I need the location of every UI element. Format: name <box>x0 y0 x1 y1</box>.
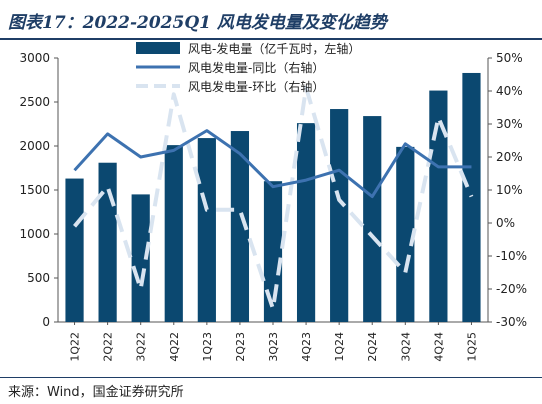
x-tick-label: 1Q25 <box>465 332 478 362</box>
bar <box>296 123 316 323</box>
x-tick-label: 4Q24 <box>432 332 445 362</box>
legend-label: 风电发电量-同比（右轴） <box>188 60 324 75</box>
x-tick-label: 2Q24 <box>366 332 379 362</box>
y-right-tick-label: 40% <box>496 84 523 98</box>
y-right-tick-label: -20% <box>496 282 527 296</box>
x-tick-label: 1Q22 <box>69 332 82 362</box>
y-left-tick-label: 2500 <box>19 95 50 109</box>
x-tick-label: 2Q23 <box>234 332 247 362</box>
legend-label: 风电发电量-环比（右轴） <box>188 79 324 94</box>
bar <box>330 109 349 322</box>
x-tick-label: 2Q22 <box>102 332 115 362</box>
y-left-tick-label: 0 <box>42 315 50 329</box>
legend-swatch-bar <box>136 42 180 54</box>
bar <box>65 178 84 322</box>
x-tick-label: 1Q23 <box>201 332 214 362</box>
source-note: 来源：Wind，国金证券研究所 <box>8 385 184 400</box>
bar <box>396 146 415 322</box>
y-left-tick-label: 2000 <box>19 139 50 153</box>
bar <box>131 194 150 322</box>
y-left-tick-label: 3000 <box>19 51 50 65</box>
bar <box>462 72 481 323</box>
y-right-tick-label: 50% <box>496 51 523 65</box>
bar <box>164 145 183 322</box>
x-tick-label: 3Q23 <box>267 332 280 362</box>
bar <box>98 162 117 322</box>
source-divider <box>0 377 542 378</box>
bar <box>230 131 250 322</box>
y-right-tick-label: -10% <box>496 249 527 263</box>
bar <box>363 116 382 322</box>
y-left-tick-label: 1000 <box>19 227 50 241</box>
y-left-tick-label: 500 <box>27 271 50 285</box>
y-right-tick-label: 10% <box>496 183 523 197</box>
legend-label: 风电-发电量（亿千瓦时，左轴） <box>188 41 360 56</box>
x-tick-label: 3Q22 <box>135 332 148 362</box>
bar <box>197 138 216 322</box>
y-right-tick-label: 20% <box>496 150 523 164</box>
y-left-tick-label: 1500 <box>19 183 50 197</box>
x-tick-label: 1Q24 <box>333 332 346 362</box>
yoy-line <box>73 129 472 199</box>
title-bar: 图表17：2022-2025Q1 风电发电量及变化趋势 <box>0 0 542 40</box>
y-right-tick-label: 0% <box>496 216 515 230</box>
x-tick-label: 4Q22 <box>168 332 181 362</box>
chart: 0 500 1000 1500 2000 2500 3000 -30% -20% -10% 0% 10… <box>19 41 527 362</box>
y-right-tick-label: -30% <box>496 315 527 329</box>
y-right-tick-label: 30% <box>496 117 523 131</box>
x-tick-label: 4Q23 <box>300 332 313 362</box>
x-tick-label: 3Q24 <box>399 332 412 362</box>
chart-title: 图表17：2022-2025Q1 风电发电量及变化趋势 <box>8 13 387 33</box>
bar <box>429 90 448 322</box>
